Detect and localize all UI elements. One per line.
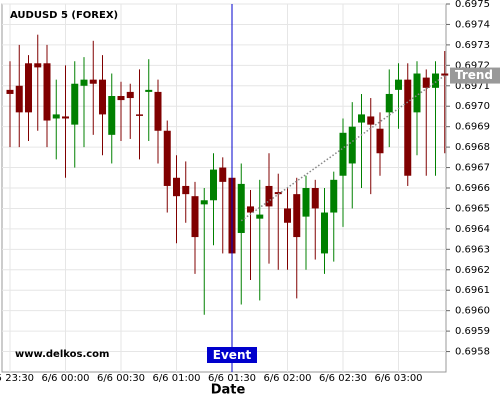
x-tick-label: 6/6 01:00 <box>152 373 200 384</box>
y-tick-label: 0.6965 <box>455 203 490 214</box>
x-tick-label: 6/6 03:00 <box>374 373 422 384</box>
watermark: www.delkos.com <box>15 349 109 360</box>
y-tick-label: 0.6964 <box>455 224 490 235</box>
candle-body <box>311 188 319 209</box>
y-tick-label: 0.6967 <box>455 163 490 174</box>
y-tick-label: 0.6960 <box>455 306 490 317</box>
y-tick-label: 0.6973 <box>455 40 490 51</box>
candle-body <box>302 188 310 217</box>
trend-label-box <box>450 67 500 84</box>
candle-body <box>358 114 365 123</box>
chart-title: AUDUSD 5 (FOREX) <box>10 10 118 21</box>
x-tick-label: 6/6 00:00 <box>41 373 89 384</box>
y-tick-label: 0.6974 <box>455 19 490 30</box>
candle-body <box>182 185 190 195</box>
candle-body <box>385 93 393 113</box>
candle-body <box>62 116 69 119</box>
candle-body <box>404 79 412 176</box>
candle-body <box>52 114 60 119</box>
candle-body <box>154 91 162 131</box>
x-tick-label: 6/6 00:30 <box>97 373 145 384</box>
candle-body <box>432 73 439 88</box>
event-label: Event <box>213 348 252 362</box>
candle-body <box>99 79 106 115</box>
candle-body <box>348 126 356 164</box>
y-tick-label: 0.6963 <box>455 244 490 255</box>
y-tick-label: 0.6959 <box>455 326 490 337</box>
candle-body <box>413 73 421 113</box>
candle-body <box>219 167 227 182</box>
candle-body <box>136 114 143 116</box>
x-tick-label: 6/6 02:30 <box>319 373 367 384</box>
candle-body <box>191 196 199 238</box>
candle-body <box>163 130 171 186</box>
event-label-box <box>207 347 257 363</box>
candle-body <box>34 63 42 68</box>
candle-body <box>330 179 338 213</box>
candle-body <box>256 214 264 219</box>
y-tick-label: 0.6966 <box>455 183 490 194</box>
candle-body <box>15 85 23 113</box>
trend-label: Trend <box>455 68 493 82</box>
candle-body <box>25 63 32 113</box>
y-tick-label: 0.6961 <box>455 285 490 296</box>
candle-body <box>210 169 217 201</box>
candle-body <box>376 128 384 154</box>
candle-body <box>284 208 291 223</box>
candle-body <box>89 79 97 84</box>
candle-body <box>265 185 273 207</box>
y-tick-label: 0.6958 <box>455 347 490 358</box>
x-tick-label: 6/6 01:30 <box>208 373 256 384</box>
candle-body <box>6 89 14 94</box>
x-tick-label: 6/6 02:00 <box>263 373 311 384</box>
candle-body <box>145 89 153 92</box>
y-tick-label: 0.6972 <box>455 60 490 71</box>
y-tick-label: 0.6969 <box>455 122 490 133</box>
candle-body <box>173 177 180 197</box>
candle-body <box>247 206 254 213</box>
candle-body <box>200 200 208 205</box>
candle-body <box>321 212 328 254</box>
candle-body <box>274 192 282 195</box>
y-tick-label: 0.6975 <box>455 0 490 10</box>
candle-body <box>117 96 125 101</box>
candle-body <box>108 96 116 135</box>
y-tick-label: 0.6962 <box>455 265 490 276</box>
y-tick-label: 0.6970 <box>455 101 490 112</box>
candle-body <box>71 83 79 125</box>
y-tick-label: 0.6968 <box>455 142 490 153</box>
candle-body <box>80 79 88 86</box>
candle-body <box>237 183 245 233</box>
candle-body <box>395 79 402 90</box>
candle-body <box>367 116 375 125</box>
x-axis-label: Date <box>211 383 246 398</box>
candle-body <box>441 73 449 76</box>
candle-body <box>126 91 134 99</box>
candle-body <box>339 132 347 176</box>
candle-body <box>43 63 51 121</box>
y-tick-label: 0.6971 <box>455 81 490 92</box>
candle-body <box>293 194 301 238</box>
candle-body <box>422 77 430 88</box>
x-tick-label: 6/5 23:30 <box>0 373 34 384</box>
